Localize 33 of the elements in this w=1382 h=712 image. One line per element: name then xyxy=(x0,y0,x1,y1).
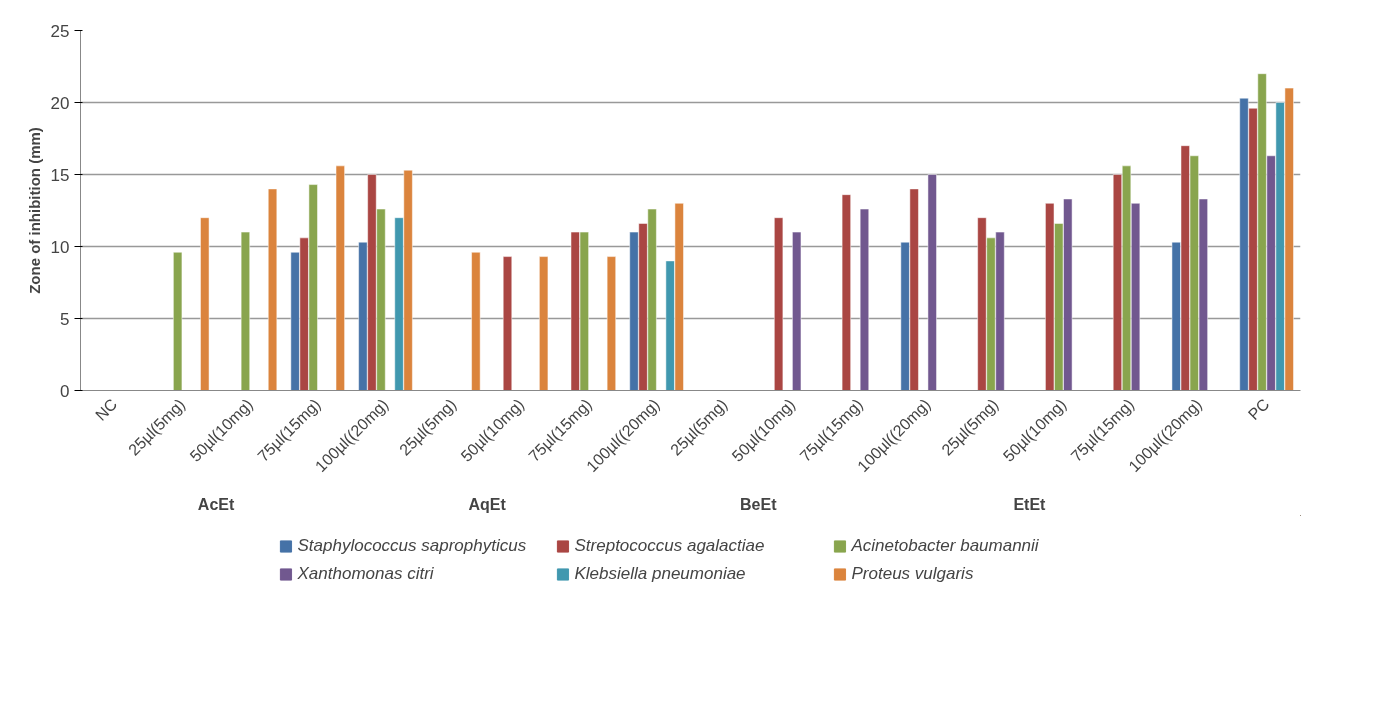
bar xyxy=(841,194,851,391)
text: BeEt xyxy=(740,495,778,513)
bar xyxy=(335,165,345,391)
y-axis-title: Zone of inhibition (mm) xyxy=(25,127,43,294)
bar xyxy=(173,252,183,391)
bar xyxy=(606,256,616,391)
bar xyxy=(927,174,937,391)
y-tick-label: 0 xyxy=(60,381,70,401)
x-tick-label: NC xyxy=(92,395,121,424)
legend-label: Proteus vulgaris xyxy=(851,564,975,584)
bar xyxy=(267,188,278,391)
text: EtEt xyxy=(1013,495,1047,513)
bar xyxy=(502,256,513,391)
legend-label: Klebsiella pneumoniae xyxy=(574,564,747,584)
y-tick-label: 25 xyxy=(50,21,70,41)
legend-label: Acinetobacter baumannii xyxy=(851,536,1040,556)
legend-label: Xanthomonas citri xyxy=(297,564,435,584)
text: AqEt xyxy=(468,495,507,513)
legend-label: Staphylococcus saprophyticus xyxy=(297,536,528,556)
x-tick-label: PC xyxy=(1244,395,1273,424)
bar xyxy=(200,217,210,391)
y-tick-label: 5 xyxy=(60,309,70,329)
bar xyxy=(859,208,870,391)
y-tick-label: 15 xyxy=(50,165,70,185)
y-tick-label: 20 xyxy=(50,93,70,113)
bar xyxy=(792,231,802,391)
y-tick-label: 10 xyxy=(50,237,70,257)
legend-label: Streptococcus agalactiae xyxy=(574,536,766,556)
text: AcEt xyxy=(197,495,235,513)
bar xyxy=(471,252,481,391)
bar xyxy=(539,256,549,391)
bar xyxy=(240,231,250,391)
bar xyxy=(774,217,784,391)
